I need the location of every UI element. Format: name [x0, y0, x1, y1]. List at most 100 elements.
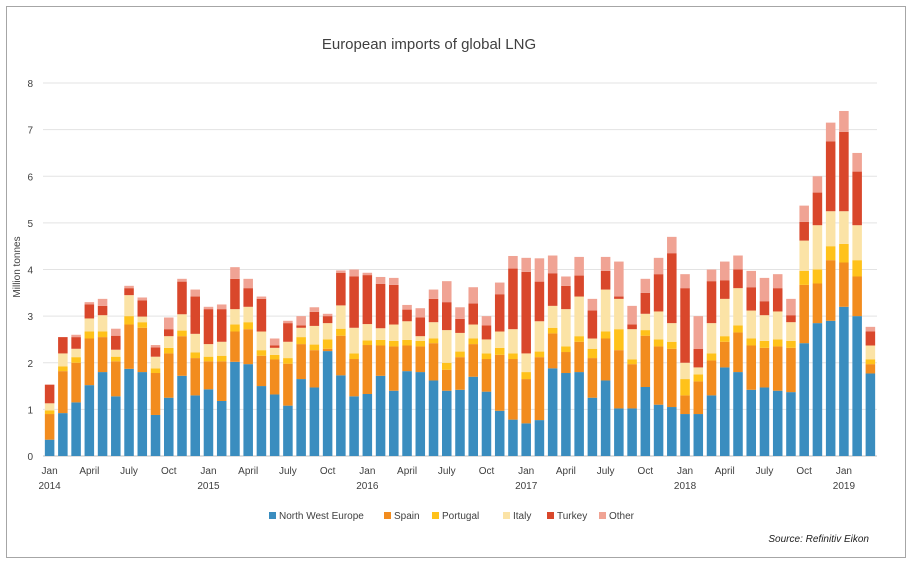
bar-segment-spain: [442, 369, 452, 391]
bar-segment-spain: [746, 345, 756, 390]
bar-segment-north-west-europe: [177, 375, 187, 456]
bar-segment-italy: [653, 311, 664, 340]
bar-segment-portugal: [216, 355, 227, 362]
y-tick-label: 6: [27, 172, 33, 183]
bar-segment-north-west-europe: [852, 316, 862, 457]
bar-segment-turkey: [614, 296, 624, 299]
bar-segment-spain: [627, 364, 637, 409]
bar-segment-spain: [481, 359, 492, 392]
bar-segment-north-west-europe: [243, 364, 253, 456]
bar-segment-italy: [309, 325, 320, 345]
bar-segment-spain: [667, 348, 677, 408]
bar-segment-turkey: [587, 310, 598, 339]
bar-segment-portugal: [362, 340, 373, 346]
bar-segment-turkey: [150, 347, 161, 357]
bar-segment-turkey: [230, 278, 240, 310]
bar-segment-turkey: [137, 300, 148, 317]
bar-segment-north-west-europe: [587, 397, 598, 456]
legend: North West Europe Spain Portugal Italy Turke…: [269, 511, 635, 522]
bar-segment-portugal: [772, 339, 783, 347]
bar-segment-portugal: [58, 366, 68, 372]
bar-segment-portugal: [587, 348, 598, 359]
bar-segment-other: [547, 255, 558, 274]
x-tick-label: July: [597, 466, 615, 477]
bar-segment-portugal: [640, 330, 651, 336]
bar-segment-turkey: [733, 269, 743, 289]
bar-segment-turkey: [349, 276, 359, 328]
bar-segment-spain: [97, 337, 108, 373]
bar-segment-turkey: [825, 141, 836, 212]
x-tick-label: April: [238, 466, 258, 477]
bar-segment-portugal: [442, 362, 452, 370]
legend-swatch: [547, 512, 554, 519]
bar-segment-spain: [203, 361, 214, 390]
bar-segment-turkey: [468, 303, 478, 325]
bar-segment-portugal: [653, 339, 664, 347]
bar-segment-north-west-europe: [415, 372, 426, 456]
bar-segment-portugal: [667, 341, 677, 349]
bar-segment-italy: [428, 322, 439, 339]
x-tick-year-label: 2017: [515, 481, 538, 492]
bar-segment-turkey: [190, 296, 200, 334]
bar-segment-north-west-europe: [812, 323, 823, 456]
bar-segment-portugal: [600, 331, 611, 339]
bar-segment-north-west-europe: [455, 389, 465, 456]
bar-segment-turkey: [442, 302, 452, 331]
x-tick-label: July: [279, 466, 297, 477]
bar-segment-portugal: [534, 351, 545, 358]
bar-segment-north-west-europe: [442, 390, 452, 456]
bar-segment-turkey: [203, 309, 214, 345]
bar-segment-italy: [336, 305, 346, 329]
bar-segment-italy: [680, 362, 690, 380]
bar-segment-north-west-europe: [296, 379, 306, 456]
bar-segment-other: [865, 326, 876, 332]
chart-title: European imports of global LNG: [322, 36, 536, 53]
x-tick-label: Oct: [796, 466, 812, 477]
bar-segment-portugal: [428, 338, 439, 344]
bar-segment-north-west-europe: [71, 402, 81, 456]
bar-segment-italy: [852, 225, 862, 261]
bar-segment-portugal: [799, 270, 809, 285]
bar-segment-other: [653, 257, 664, 275]
bar-segment-portugal: [243, 322, 253, 330]
bar-segment-spain: [534, 357, 545, 421]
bar-segment-spain: [415, 346, 426, 373]
bar-segment-turkey: [640, 292, 651, 314]
bar-segment-turkey: [852, 171, 862, 226]
legend-label: Portugal: [442, 511, 479, 522]
bar-segment-north-west-europe: [375, 375, 386, 456]
bar-segment-north-west-europe: [362, 393, 373, 456]
bar-segment-north-west-europe: [322, 351, 333, 456]
y-tick-label: 0: [27, 452, 33, 463]
x-tick-label: July: [120, 466, 138, 477]
bar-segment-turkey: [799, 221, 809, 241]
bar-segment-other: [468, 287, 478, 304]
bar-segment-turkey: [177, 281, 187, 315]
bar-segment-other: [852, 152, 862, 172]
bar-segment-north-west-europe: [746, 389, 756, 456]
bar-segment-other: [256, 296, 267, 299]
bar-segment-portugal: [786, 340, 796, 348]
bar-segment-italy: [547, 305, 558, 328]
bar-segment-spain: [150, 373, 161, 415]
bar-segment-spain: [111, 361, 121, 397]
bar-segment-italy: [693, 367, 704, 375]
bar-segment-turkey: [547, 273, 558, 306]
bar-segment-italy: [203, 344, 214, 357]
bar-segment-other: [177, 278, 187, 282]
bar-segment-portugal: [309, 344, 320, 351]
bar-segment-portugal: [256, 350, 267, 356]
bar-segment-north-west-europe: [97, 372, 108, 456]
bar-segment-turkey: [428, 298, 439, 323]
bar-segment-portugal: [402, 339, 412, 346]
bar-segment-turkey: [786, 315, 796, 323]
bar-segment-spain: [494, 354, 505, 411]
bar-segment-turkey: [600, 270, 611, 290]
x-tick-year-label: 2016: [356, 481, 379, 492]
bar-segment-other: [137, 297, 148, 301]
bar-segment-turkey: [336, 272, 346, 306]
bar-segment-other: [812, 176, 823, 193]
bar-segment-portugal: [759, 340, 770, 348]
y-tick-label: 5: [27, 219, 33, 230]
bar-segment-italy: [574, 296, 584, 337]
